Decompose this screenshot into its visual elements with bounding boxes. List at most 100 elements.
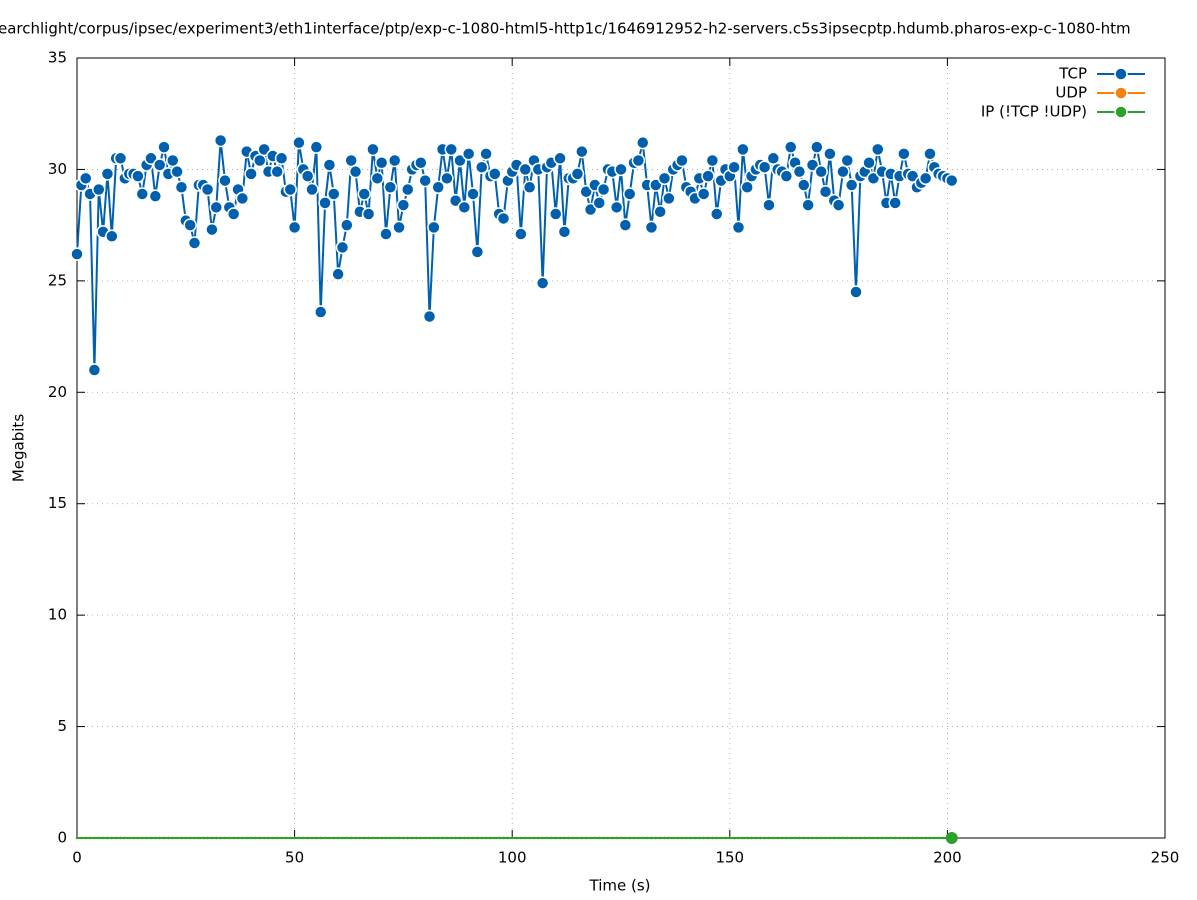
data-point [518,162,533,177]
data-point [197,836,201,840]
data-point [80,836,83,840]
data-point [453,153,467,168]
data-point [828,836,832,840]
data-point [488,167,502,181]
data-point [592,196,606,210]
data-point [728,836,731,840]
data-point [615,836,618,840]
data-point [258,836,261,840]
data-point [511,836,514,840]
data-point [422,309,437,324]
data-point [332,836,335,840]
data-point [814,164,828,179]
data-point [740,180,754,195]
data-point [918,171,933,186]
data-point [371,836,375,840]
data-point [241,836,244,840]
data-point [219,836,222,840]
data-point [100,167,115,181]
data-point [593,836,597,840]
data-point [567,836,570,840]
data-point [859,836,862,840]
data-point [732,836,736,840]
data-point [644,220,659,235]
data-point [315,836,318,840]
data-point [872,836,875,840]
data-point [823,147,837,161]
data-point [805,158,820,172]
data-point [502,836,505,840]
data-point [293,836,296,840]
data-point [396,198,411,212]
data-point [780,836,784,840]
data-point [779,169,794,183]
data-point [731,220,746,235]
data-point [750,836,753,840]
data-point [737,836,740,840]
data-point [785,836,788,840]
data-point [152,158,167,172]
data-point [818,184,833,199]
data-point [840,153,855,168]
data-point [519,836,523,840]
data-point [893,836,897,840]
data-point [658,836,662,840]
data-point [484,836,488,840]
data-point [363,836,366,840]
data-point [297,836,301,840]
data-point [423,836,427,840]
data-point [933,836,936,840]
data-point [522,180,537,195]
data-point [397,836,401,840]
data-point [257,142,271,157]
data-point [223,836,227,840]
data-point [370,171,385,186]
data-point [441,836,444,840]
data-point [614,162,628,177]
data-point [911,836,914,840]
data-point [663,836,666,840]
data-point [358,836,362,840]
legend-label: UDP [1055,84,1087,102]
data-point [167,836,170,840]
data-point [554,836,557,840]
data-point [309,140,324,154]
y-tick-label: 0 [57,829,67,847]
data-point [302,836,305,840]
data-point [493,836,496,840]
data-point [757,160,772,174]
data-point [558,836,562,840]
data-point [200,182,215,197]
data-point [754,836,758,840]
data-point [145,836,148,840]
x-tick-label: 100 [498,849,527,867]
data-point [632,836,636,840]
data-point [119,836,122,840]
y-tick-label: 35 [48,49,67,67]
data-point [289,836,292,840]
data-point [463,836,466,840]
data-point [898,836,901,840]
data-point [897,147,911,161]
data-point [524,836,527,840]
data-point [262,836,266,840]
data-point [850,836,853,840]
data-point [941,836,945,840]
data-point [789,836,792,840]
data-point [649,178,663,192]
data-point [849,285,863,299]
data-point [797,178,811,192]
data-point [341,836,344,840]
data-point [428,836,431,840]
data-point [361,207,376,221]
data-point [254,836,257,840]
y-tick-label: 5 [57,717,67,735]
data-point [114,836,118,840]
data-point [184,836,187,840]
data-point [432,836,436,840]
data-point [466,187,480,201]
data-point [889,836,893,840]
data-point [218,173,232,188]
data-point [331,267,345,281]
